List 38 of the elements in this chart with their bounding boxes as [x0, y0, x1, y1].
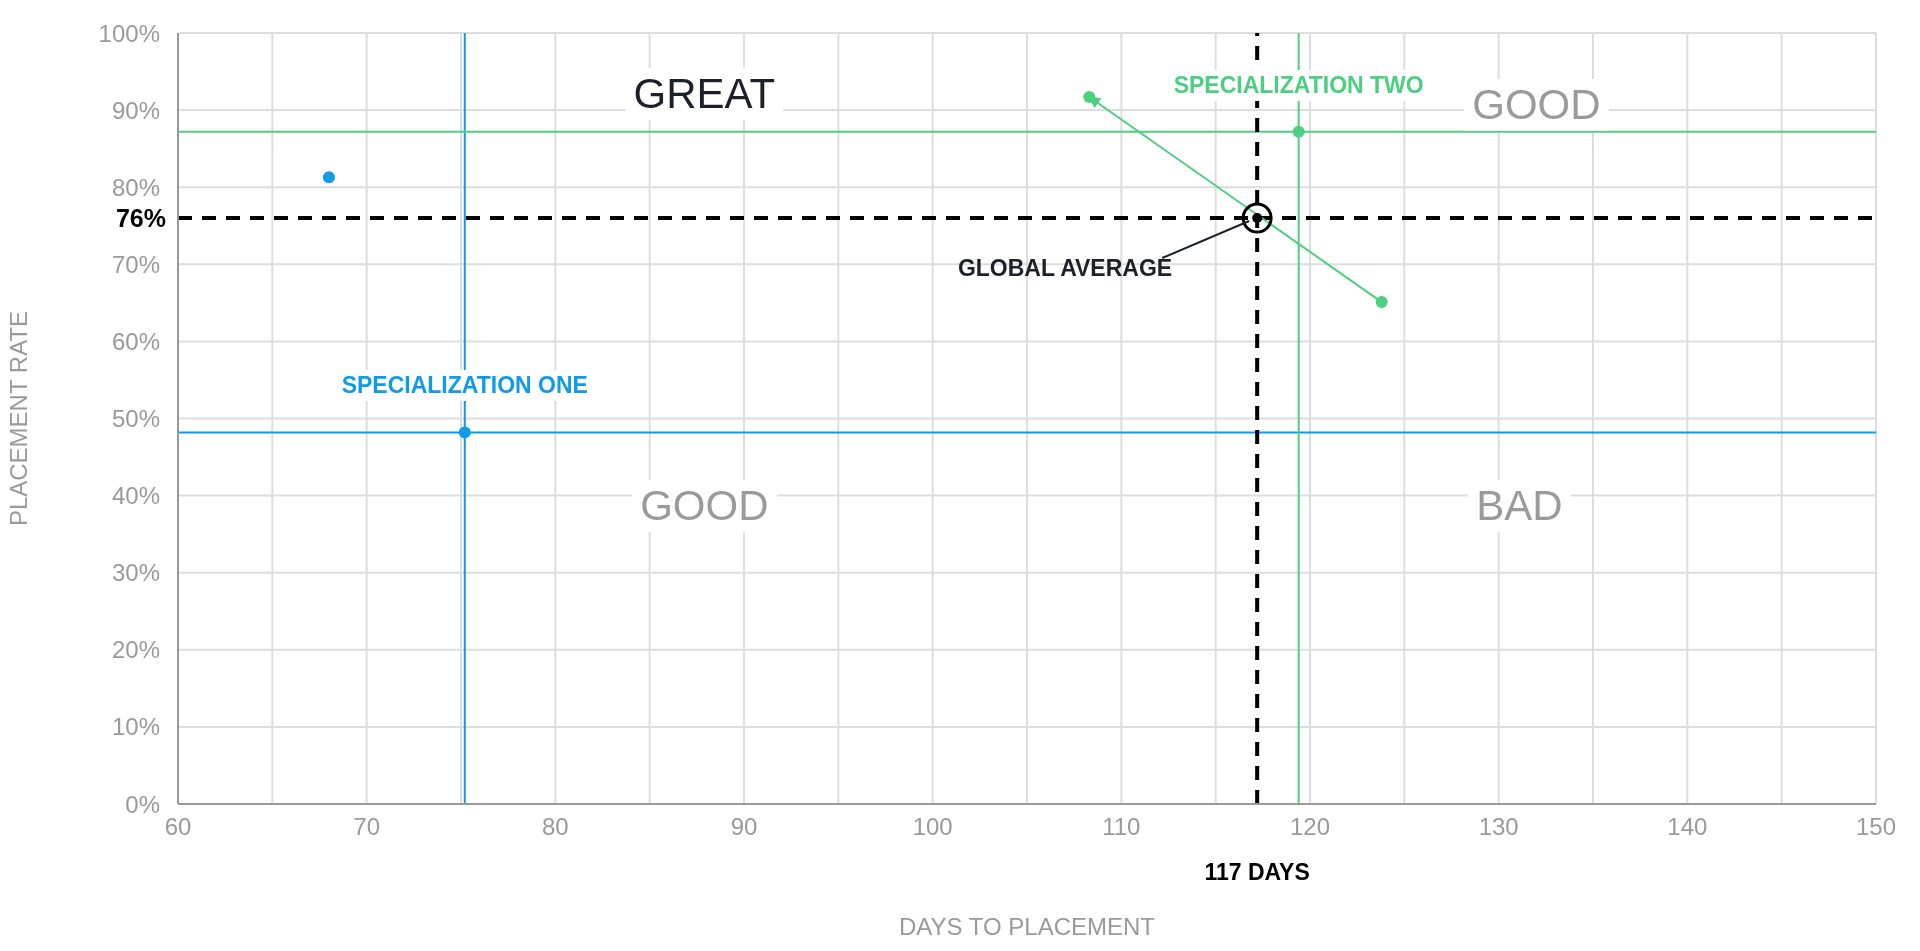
- x-tick-label: 140: [1667, 813, 1708, 841]
- y-tick-label: 50%: [111, 405, 160, 433]
- y-tick-label: 90%: [111, 96, 160, 124]
- x-tick-label: 130: [1478, 813, 1519, 841]
- x-tick-label: 70: [353, 813, 381, 841]
- y-tick-label: 70%: [111, 250, 160, 278]
- y-tick-label: 80%: [111, 173, 160, 201]
- annotation: BAD: [1468, 480, 1571, 533]
- x-tick-label: 90: [730, 813, 758, 841]
- x-tick-label: 60: [164, 813, 192, 841]
- callout: GLOBAL AVERAGE: [957, 202, 1273, 282]
- x-axis-title: DAYS TO PLACEMENT: [898, 913, 1156, 940]
- point: [1292, 125, 1305, 138]
- point: [1375, 296, 1388, 309]
- y-axis-title: PLACEMENT RATE: [4, 310, 32, 527]
- annotation: GOOD: [1464, 79, 1609, 132]
- point: [1083, 90, 1096, 103]
- point: [322, 171, 335, 184]
- series-label: SPECIALIZATION ONE: [335, 370, 594, 402]
- series-label: SPECIALIZATION TWO: [1167, 69, 1430, 101]
- annotation: GLOBAL AVERAGE: [957, 255, 1173, 282]
- x-tick-label: 150: [1855, 813, 1897, 841]
- y-tick-label: 0%: [125, 790, 160, 818]
- annotation: GOOD: [632, 480, 777, 533]
- x-tick-label: 80: [541, 813, 569, 841]
- y-tick-label: 100%: [98, 19, 160, 47]
- y-tick-label: 60%: [111, 327, 160, 355]
- ref-line-label: 117 DAYS: [1204, 859, 1310, 886]
- x-tick-label: 110: [1102, 813, 1141, 841]
- y-tick-label: 10%: [111, 713, 160, 741]
- x-tick-label: 100: [912, 813, 953, 841]
- y-tick-label: 40%: [111, 482, 160, 510]
- y-tick-label: 20%: [111, 636, 160, 664]
- y-tick-label: 30%: [111, 559, 160, 587]
- point: [458, 426, 471, 439]
- x-tick-label: 120: [1289, 813, 1331, 841]
- annotation: GREAT: [625, 67, 784, 120]
- ref-line-label: 76%: [115, 203, 166, 232]
